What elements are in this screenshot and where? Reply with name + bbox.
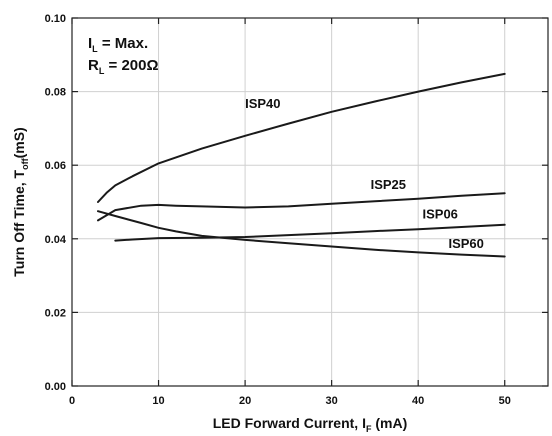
series-label-isp06: ISP06 — [423, 207, 458, 222]
y-tick-label: 0.06 — [45, 160, 66, 172]
x-tick-label: 20 — [239, 395, 251, 407]
series-line-isp06 — [114, 223, 506, 242]
y-axis-title: Turn Off Time, Toff(mS) — [11, 127, 30, 276]
series-line-isp60 — [97, 210, 506, 258]
y-tick-label: 0.00 — [45, 381, 66, 393]
annotation-2: RL = 200Ω — [88, 57, 159, 76]
series-line-isp40 — [97, 72, 506, 203]
annotation-1: IL = Max. — [88, 35, 148, 54]
series-label-isp60: ISP60 — [448, 236, 483, 251]
x-tick-label: 40 — [412, 395, 424, 407]
series-lines — [97, 72, 506, 258]
plot-frame — [71, 17, 549, 387]
series-label-isp25: ISP25 — [371, 177, 406, 192]
annotations: IL = Max. RL = 200Ω — [88, 35, 159, 76]
x-tick-label: 0 — [69, 395, 75, 407]
x-tick-label: 50 — [499, 395, 511, 407]
ticks: 0 10 20 30 40 50 0.00 0.02 0.04 0.06 0.08 0.10 — [45, 13, 548, 407]
series-label-isp40: ISP40 — [245, 96, 280, 111]
series-labels: ISP40 ISP25 ISP06 ISP60 — [245, 96, 484, 251]
x-tick-label: 30 — [326, 395, 338, 407]
y-tick-label: 0.04 — [45, 234, 67, 246]
x-axis-title: LED Forward Current, IF (mA) — [213, 415, 408, 434]
y-tick-label: 0.10 — [45, 13, 66, 25]
x-tick-label: 10 — [152, 395, 164, 407]
y-tick-label: 0.02 — [45, 307, 66, 319]
y-tick-label: 0.08 — [45, 87, 66, 99]
series-line-isp25 — [97, 192, 506, 222]
